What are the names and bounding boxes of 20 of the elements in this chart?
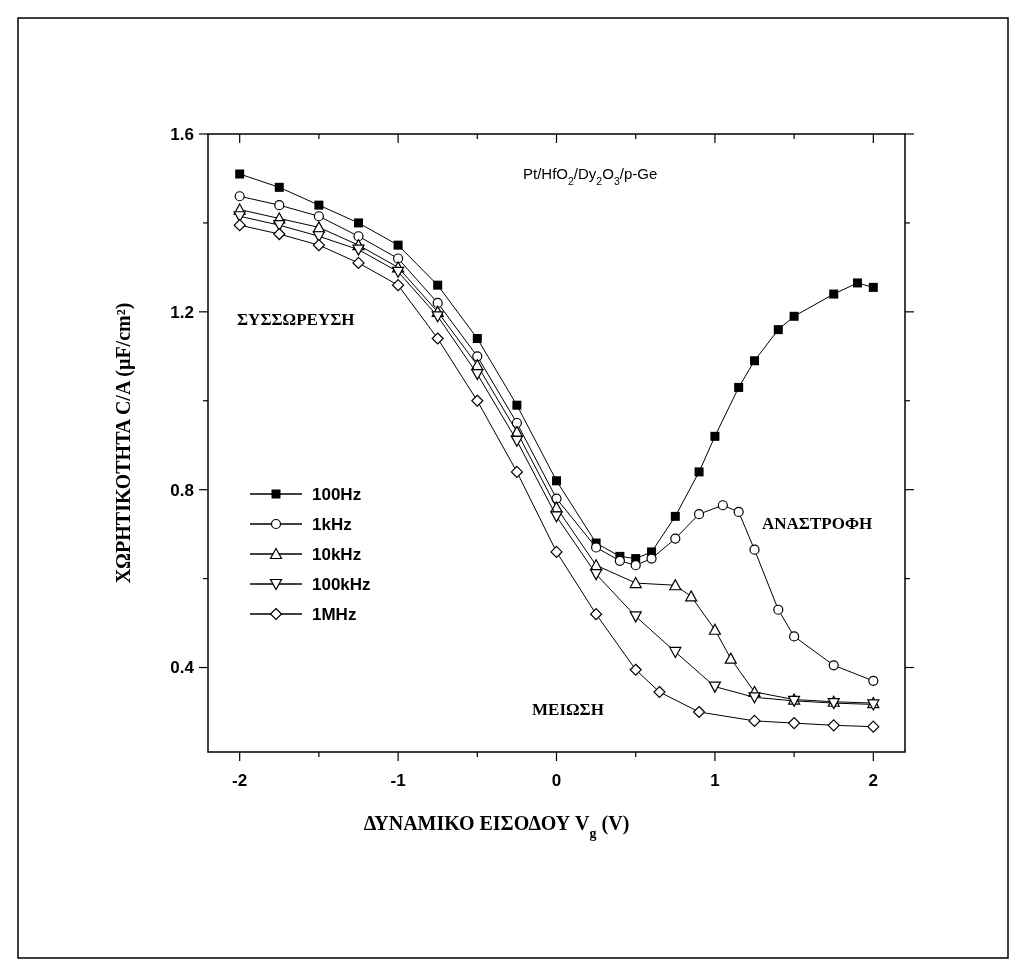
x-tick-label: -1 (390, 771, 406, 790)
x-tick-label: 2 (868, 771, 879, 790)
annotation: ΑΝΑΣΤΡΟΦΗ (762, 513, 873, 533)
x-tick-label: 0 (551, 771, 562, 790)
legend-label: 100Hz (312, 484, 362, 504)
annotation: Pt/HfO$_{2}$/Dy$_{2}$O$_{3}$/p-Ge (523, 165, 658, 188)
x-tick-label: -2 (232, 771, 248, 790)
y-tick-label: 0.4 (170, 658, 195, 678)
legend-label: 100kHz (312, 574, 371, 594)
legend-label: 1MHz (312, 604, 357, 624)
y-axis-title: ΧΩΡΗΤΙΚΟΤΗΤΑ C/A (µF/cm²) (112, 302, 135, 584)
legend-label: 1kHz (312, 514, 352, 534)
y-tick-label: 0.8 (170, 480, 194, 500)
annotation: ΜΕΙΩΣΗ (532, 699, 604, 719)
annotation: ΣΥΣΣΩΡΕΥΣΗ (237, 309, 355, 329)
x-tick-label: 1 (710, 771, 720, 790)
y-tick-label: 1.2 (170, 302, 194, 322)
legend-label: 10kHz (312, 544, 362, 564)
y-tick-label: 1.6 (170, 124, 194, 144)
x-axis-title: ΔΥΝΑΜΙΚΟ ΕΙΣΟΔΟΥ V$_{g}$ (V) (363, 812, 630, 841)
